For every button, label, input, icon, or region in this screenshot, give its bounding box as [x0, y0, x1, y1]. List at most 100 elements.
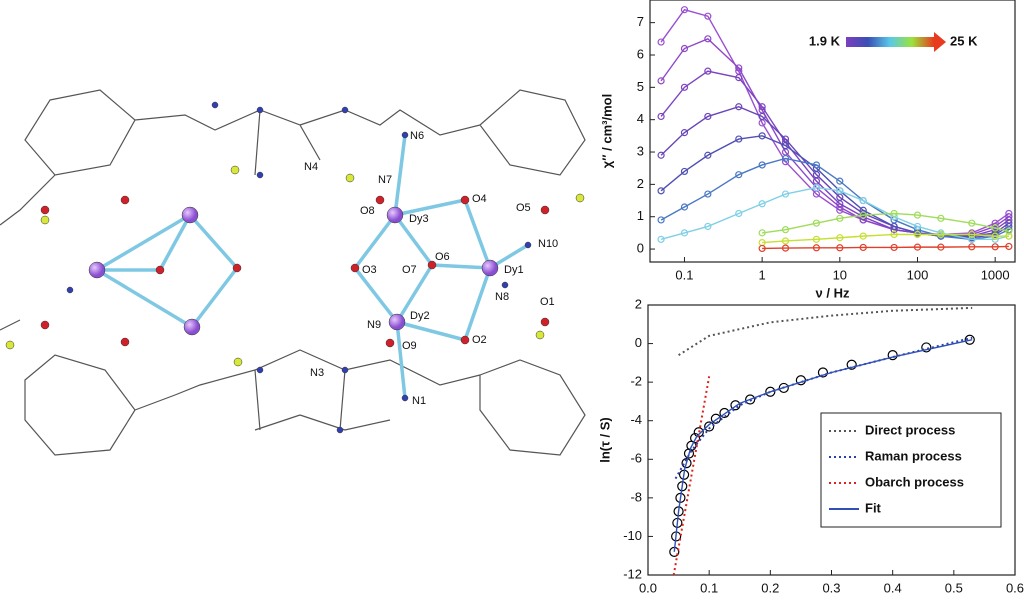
atom-label: N9	[367, 319, 381, 331]
series-line	[660, 105, 1010, 237]
x-tick-label: 0.1	[675, 267, 693, 282]
series-line	[660, 157, 1010, 241]
y-tick-label: 1	[637, 208, 644, 223]
ligand-frame	[0, 89, 586, 456]
data-point	[704, 190, 712, 198]
x-tick-label: 0.4	[884, 580, 902, 595]
colorbar	[846, 37, 934, 47]
data-point	[680, 129, 689, 137]
data-point	[921, 342, 932, 353]
data-point	[680, 203, 689, 211]
atom-label: O8	[360, 205, 375, 217]
data-point	[704, 151, 712, 159]
data-point	[836, 187, 844, 195]
x-tick-label: 10	[833, 267, 847, 282]
atom-label: N1	[412, 395, 426, 407]
data-point	[735, 171, 743, 179]
legend-label: Direct process	[865, 422, 955, 437]
data-point	[758, 244, 766, 253]
x-tick-label: 1000	[981, 267, 1010, 282]
series-line	[660, 186, 1010, 241]
data-point	[913, 222, 922, 231]
data-point	[812, 235, 821, 243]
data-point	[745, 394, 756, 405]
data-point	[836, 234, 844, 242]
data-point	[890, 209, 898, 218]
data-point	[859, 196, 867, 205]
data-point	[812, 219, 821, 227]
data-point	[657, 235, 665, 243]
data-point	[1005, 227, 1013, 235]
data-point	[735, 209, 743, 218]
data-point	[683, 448, 695, 459]
data-point	[657, 151, 665, 159]
atom-label: O2	[472, 334, 487, 346]
legend-label: Raman process	[865, 448, 962, 463]
y-tick-label: -6	[630, 451, 642, 466]
x-tick-label: 0.6	[1006, 580, 1024, 595]
y-tick-label: 0	[637, 240, 644, 255]
data-point	[681, 458, 692, 469]
data-point	[968, 230, 976, 239]
data-point	[735, 74, 743, 82]
y-tick-label: 7	[637, 14, 644, 29]
data-point	[704, 112, 712, 121]
y-tick-label: -12	[623, 566, 642, 581]
y-tick-label: -8	[630, 489, 642, 504]
data-point	[781, 237, 790, 245]
series-line	[762, 212, 1010, 234]
data-point	[680, 44, 689, 53]
atom-label: N4	[304, 161, 318, 173]
atom-label: Dy3	[409, 213, 429, 225]
data-point	[846, 359, 857, 370]
data-point	[812, 184, 821, 192]
plot-frame	[649, 0, 1016, 263]
series-line	[672, 376, 711, 576]
data-point	[657, 216, 665, 224]
y-axis-label: ln(τ / S)	[597, 417, 612, 463]
y-tick-label: -10	[623, 528, 642, 543]
atom-labels: N6 N4 N7 O8 Dy3 O4 O5 N10 O3 O7 O6 Dy1 N…	[304, 130, 558, 407]
y-tick-label: 4	[637, 111, 644, 126]
y-tick-label: 5	[637, 79, 644, 94]
data-point	[859, 243, 867, 252]
data-point	[657, 77, 665, 85]
x-tick-label: 0.0	[639, 580, 657, 595]
series-line	[660, 135, 1010, 239]
atom-label: O4	[472, 193, 487, 205]
data-point	[817, 367, 829, 378]
data-point	[657, 187, 665, 195]
data-point	[781, 190, 790, 198]
legend-label: Fit	[865, 500, 882, 515]
data-point	[836, 177, 844, 185]
y-tick-label: 2	[635, 296, 642, 311]
x-tick-label: 100	[907, 267, 929, 282]
series-line	[762, 245, 1009, 250]
series-line	[673, 339, 973, 552]
data-point	[887, 350, 898, 361]
data-point	[937, 214, 945, 222]
data-point	[758, 161, 766, 169]
y-tick-label: 3	[637, 143, 644, 158]
atoms	[5, 101, 585, 434]
data-point	[758, 229, 766, 237]
atom-label: O6	[435, 251, 450, 263]
atom-label: N7	[378, 174, 392, 186]
series-line	[660, 70, 1010, 237]
data-point	[735, 64, 743, 72]
atom-label: N3	[310, 367, 324, 379]
atom-label: N8	[495, 291, 509, 303]
data-point	[735, 103, 743, 111]
data-point	[689, 432, 701, 444]
y-tick-label: 0	[635, 335, 642, 350]
data-point	[758, 103, 766, 111]
data-point	[680, 6, 689, 14]
atom-label: N10	[538, 238, 558, 250]
atom-label: O7	[402, 264, 417, 276]
data-point	[991, 232, 999, 240]
bonds	[96, 134, 529, 399]
data-point	[968, 235, 976, 243]
atom-label: Dy2	[410, 310, 430, 322]
data-point	[937, 230, 945, 239]
y-tick-label: -4	[630, 412, 642, 427]
